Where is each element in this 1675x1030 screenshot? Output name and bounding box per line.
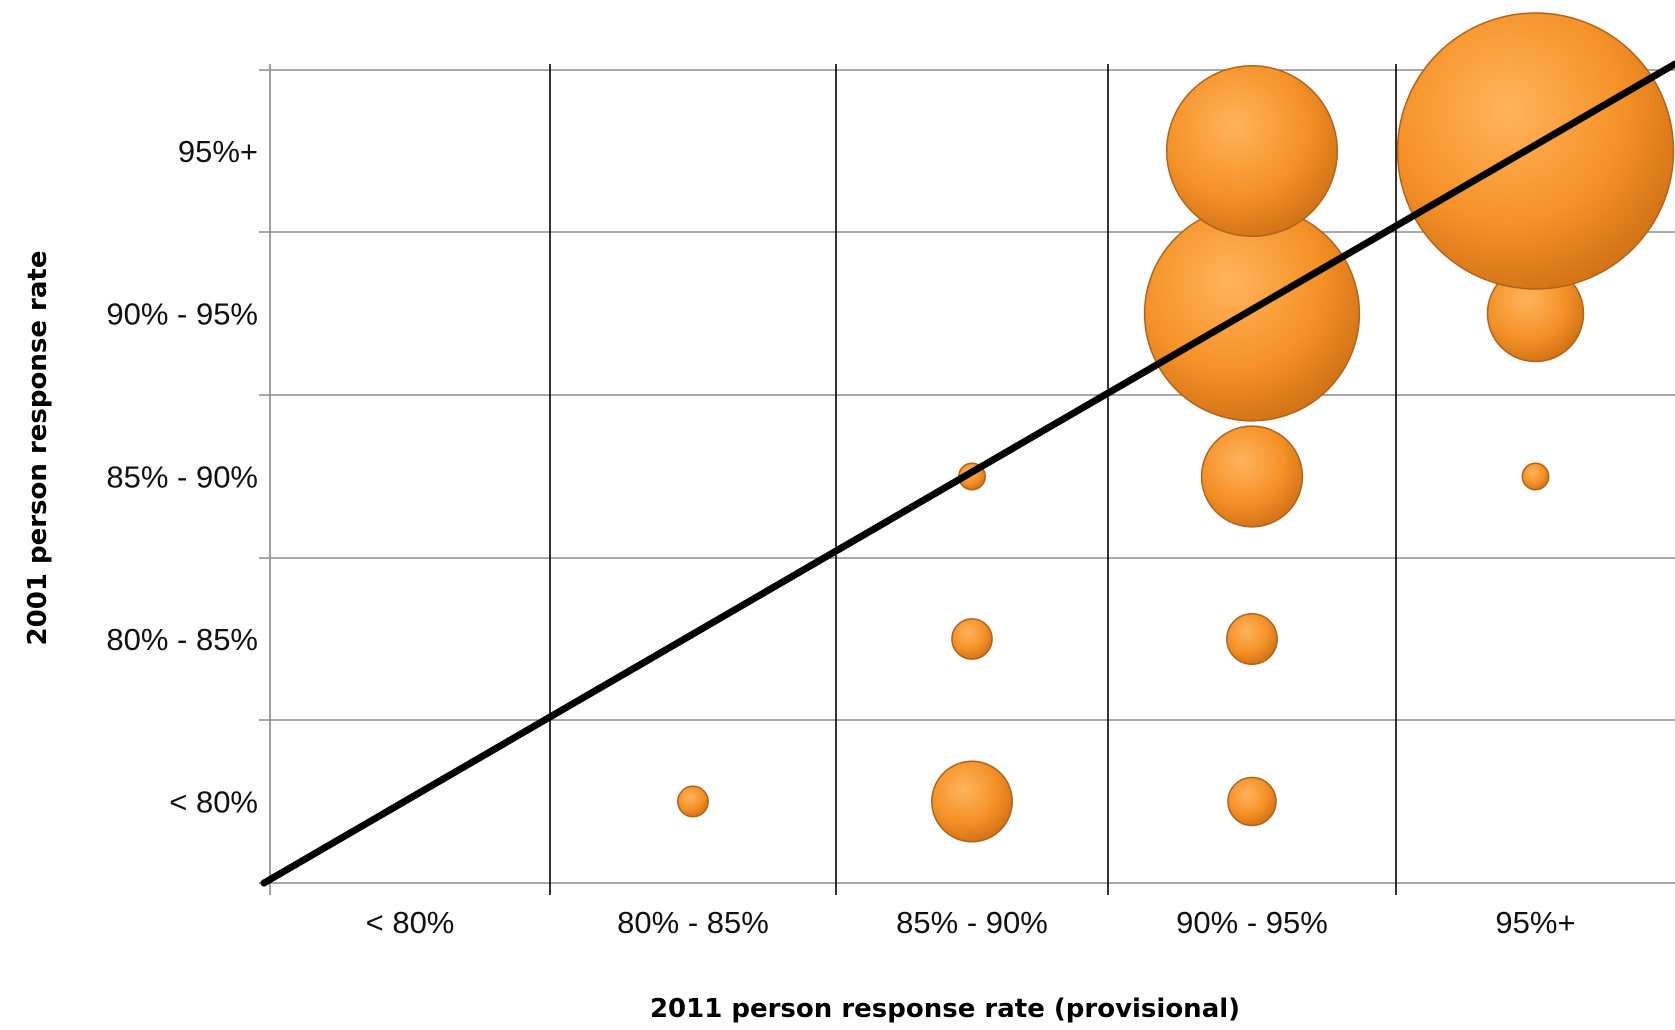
- y-axis-title: 2001 person response rate: [23, 251, 53, 646]
- y-tick-label: 90% - 95%: [106, 297, 258, 332]
- x-tick-label: 85% - 90%: [896, 905, 1048, 940]
- x-tick-label: 90% - 95%: [1176, 905, 1328, 940]
- bubble-90-95-by-95: [1165, 64, 1339, 238]
- bubble-series: [677, 12, 1675, 843]
- x-tick-label: 80% - 85%: [617, 905, 769, 940]
- bubble-85-90-by-80: [931, 760, 1013, 843]
- y-tick-label: < 80%: [169, 785, 258, 820]
- gridlines: [259, 64, 1675, 895]
- reference-diagonal-line: [260, 60, 1675, 887]
- x-tick-label: 95%+: [1495, 905, 1575, 940]
- bubble-90-95-by-80: [1227, 776, 1277, 827]
- x-tick-label: < 80%: [366, 905, 455, 940]
- x-axis-title: 2011 person response rate (provisional): [650, 994, 1240, 1024]
- y-tick-label: 80% - 85%: [106, 622, 258, 657]
- bubble-95-by-85-90: [1521, 462, 1550, 491]
- bubble-85-90-by-80-85: [951, 618, 993, 660]
- reference-line-layer: [260, 60, 1675, 887]
- y-tick-label: 95%+: [178, 134, 258, 169]
- bubble-80-85-by-80: [677, 785, 709, 818]
- bubble-90-95-by-85-90: [1200, 425, 1304, 528]
- y-tick-label: 85% - 90%: [106, 460, 258, 495]
- bubble-95-by-95: [1396, 12, 1675, 290]
- bubble-90-95-by-80-85: [1226, 613, 1278, 665]
- tick-labels: < 80% 80% - 85% 85% - 90% 90% - 95% 95%+ < 80…: [106, 134, 1575, 940]
